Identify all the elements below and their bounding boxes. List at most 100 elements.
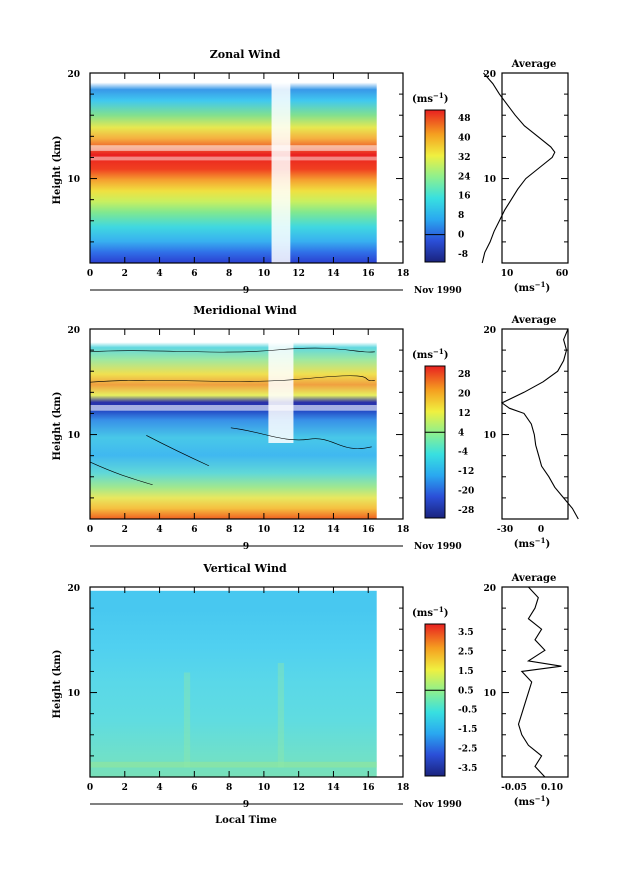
average-title: Average [511,315,557,326]
x-tick-label: 16 [362,783,375,793]
avg-x-tick: -0.05 [501,783,527,793]
colorbar-gradient [424,109,446,263]
average-profile: Average 10 20 -30 0 (ms−1) [483,315,579,551]
colorbar-tick-label: -28 [458,506,474,516]
panel-title: Vertical Wind [202,562,287,575]
avg-x-tick: 10 [501,269,514,279]
colorbar-units: (ms−1) [412,605,448,620]
date-axis: 9 Nov 1990 [90,542,462,552]
avg-y-tick: 10 [483,689,496,699]
colorbar-tick-label: 0.5 [458,686,474,696]
x-tick-label: 18 [397,269,410,279]
heatmap-image [90,338,377,519]
avg-x-label: (ms−1) [514,536,550,551]
plot-frame [89,328,404,520]
colorbar-tick-label: -12 [458,467,474,477]
x-tick-label: 14 [327,783,340,793]
x-tick-label: 6 [191,525,197,535]
x-ticks: 0 2 4 6 8 10 12 14 16 18 [87,328,568,535]
heatmap-image [90,76,377,263]
colorbar-tick-label: 12 [458,409,471,419]
colorbar-tick-label: 3.5 [458,628,474,638]
colorbar-tick-label: -1.5 [458,725,477,735]
colorbar-tick-label: 24 [458,172,471,182]
colorbar-gradient [424,365,446,519]
x-tick-label: 4 [156,525,162,535]
x-tick-label: 6 [191,783,197,793]
day-marker: 9 [243,800,249,810]
x-tick-label: 12 [292,783,305,793]
x-tick-label: 18 [397,525,410,535]
average-frame [501,72,569,264]
avg-y-tick: 20 [483,70,496,80]
y-axis-label: Height (km) [52,392,63,461]
average-title: Average [511,573,557,584]
average-line [481,72,556,264]
panel-zonal: Zonal Wind [52,48,569,296]
colorbar-tick-label: -4 [458,448,468,458]
x-tick-label: 0 [87,783,93,793]
x-tick-label: 2 [122,269,128,279]
avg-y-tick: 10 [483,175,496,185]
x-tick-label: 16 [362,525,375,535]
avg-x-tick: 0 [538,525,544,535]
y-axis-label: Height (km) [52,650,63,719]
colorbar-tick-label: 40 [458,133,471,143]
average-frame [501,586,569,778]
x-tick-label: 10 [258,525,271,535]
x-tick-label: 8 [226,269,232,279]
colorbar-tick-label: -20 [458,487,474,497]
avg-x-label: (ms−1) [514,280,550,295]
colorbar-tick-label: -2.5 [458,745,477,755]
x-tick-label: 4 [156,783,162,793]
x-tick-label: 14 [327,525,340,535]
day-marker: 9 [243,542,249,552]
x-tick-label: 18 [397,783,410,793]
average-profile: Average 10 20 -0.05 0.10 (ms−1) [483,573,569,808]
y-tick-label: 20 [67,326,80,336]
x-ticks: 0 2 4 6 8 10 12 14 16 18 [87,72,568,279]
date-label: Nov 1990 [414,542,462,552]
avg-x-tick: 60 [556,269,569,279]
colorbar: (ms−1) 3.5 2.5 1.5 0.5 -0.5 -1.5 -2.5 -3.5 [412,605,477,777]
x-tick-label: 12 [292,269,305,279]
date-axis: 9 Nov 1990 [90,286,462,296]
avg-y-tick: 10 [483,431,496,441]
x-ticks: 0 2 4 6 8 10 12 14 16 18 [87,586,568,793]
average-title: Average [511,59,557,70]
x-tick-label: 8 [226,783,232,793]
x-tick-label: 14 [327,269,340,279]
heatmap-image [90,590,377,777]
avg-x-tick: 0.10 [541,783,563,793]
y-tick-label: 10 [67,431,80,441]
average-profile: Average 10 20 10 60 (ms−1) [481,59,569,295]
colorbar-tick-label: 4 [458,428,464,438]
colorbar-tick-label: 8 [458,211,464,221]
colorbar-tick-label: 28 [458,370,471,380]
avg-y-tick: 20 [483,584,496,594]
date-label: Nov 1990 [414,800,462,810]
avg-y-tick: 20 [483,326,496,336]
y-tick-label: 20 [67,70,80,80]
y-tick-label: 20 [67,584,80,594]
date-axis: 9 Nov 1990 [90,800,462,810]
colorbar-tick-label: 16 [458,192,471,202]
colorbar-tick-label: -3.5 [458,764,477,774]
x-axis-label: Local Time [215,815,277,826]
plot-frame [89,586,404,778]
x-tick-label: 2 [122,525,128,535]
colorbar-tick-label: 2.5 [458,647,474,657]
x-tick-label: 4 [156,269,162,279]
colorbar-tick-label: 1.5 [458,667,474,677]
x-tick-label: 0 [87,269,93,279]
colorbar-tick-label: 32 [458,153,471,163]
average-line [500,328,579,520]
colorbar-tick-label: 20 [458,389,471,399]
average-frame [501,328,569,520]
x-tick-label: 16 [362,269,375,279]
panel-meridional: Meridional Wind [52,304,579,552]
colorbar-gradient [424,623,446,777]
y-tick-label: 10 [67,175,80,185]
colorbar-tick-label: 48 [458,114,471,124]
